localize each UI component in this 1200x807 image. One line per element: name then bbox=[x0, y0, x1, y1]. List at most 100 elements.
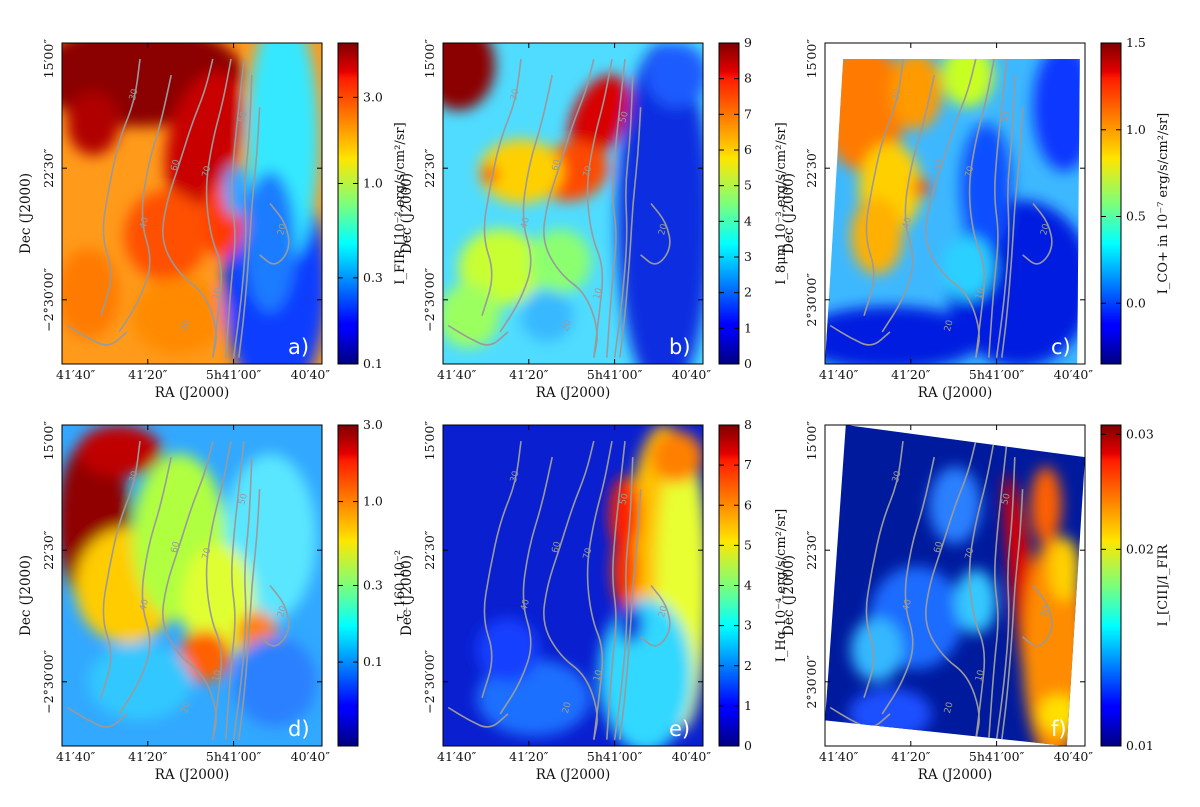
y-tick-label: 15′00″ bbox=[41, 421, 56, 461]
colorbar-tick-label: 0.5 bbox=[1126, 209, 1146, 224]
x-tick-label: 40′40″ bbox=[672, 367, 712, 382]
x-axis-label: RA (J2000) bbox=[155, 385, 230, 401]
x-tick-label: 40′40″ bbox=[1054, 367, 1094, 382]
x-tick-label: 41′40″ bbox=[819, 367, 859, 382]
colorbar-tick-label: 8 bbox=[744, 71, 752, 86]
colorbar-tick-label: 0.3 bbox=[363, 270, 383, 285]
contour-label-7: 10 bbox=[974, 287, 987, 301]
panel-a: 60 70 40 30 50 20 20 10 a) 41′40″ 41′20″ 5h41′00″ 40… bbox=[18, 39, 408, 401]
contour-lines: 60 70 40 30 50 20 20 10 bbox=[66, 58, 290, 358]
contour-label-1: 70 bbox=[201, 165, 214, 179]
colorbar-tick-label: 3 bbox=[744, 618, 752, 633]
heatmap-image: 60 70 40 30 50 20 20 10 bbox=[62, 43, 322, 364]
contour-line-1 bbox=[968, 440, 995, 740]
colorbar-tick-label: 1.0 bbox=[363, 494, 383, 509]
x-tick-label: 41′20″ bbox=[509, 749, 549, 764]
contour-label-1: 70 bbox=[964, 165, 977, 179]
y-tick-label: 22′30″ bbox=[804, 148, 819, 188]
colorbar-tick-label: 9 bbox=[744, 35, 752, 50]
colorbar-tick-label: 0.01 bbox=[1126, 738, 1154, 753]
y-tick-label: 15′00″ bbox=[41, 39, 56, 79]
x-axis-label: RA (J2000) bbox=[918, 767, 993, 783]
x-tick-label: 5h41′00″ bbox=[969, 749, 1025, 764]
contour-lines: 60 70 40 30 50 20 20 10 bbox=[447, 440, 671, 740]
y-tick-label: 15′00″ bbox=[422, 421, 437, 461]
contour-line-3 bbox=[613, 75, 634, 358]
contour-line-0 bbox=[162, 58, 217, 358]
colorbar-tick-label: 0 bbox=[744, 356, 752, 371]
contour-label-3: 30 bbox=[891, 470, 904, 484]
y-axis-label: Dec (J2000) bbox=[18, 555, 34, 636]
x-tick-label: 41′40″ bbox=[56, 367, 96, 382]
colorbar-label: I_FIR [10⁻² erg/s/cm²/sr] bbox=[393, 122, 408, 284]
contour-label-7: 10 bbox=[211, 287, 224, 301]
contour-label-4: 50 bbox=[618, 110, 631, 124]
contour-label-6: 20 bbox=[561, 701, 574, 715]
x-tick-label: 41′20″ bbox=[128, 367, 168, 382]
contour-label-7: 10 bbox=[592, 287, 605, 301]
contour-label-2: 40 bbox=[519, 598, 532, 612]
contour-line-7 bbox=[829, 324, 891, 346]
contour-label-5: 20 bbox=[276, 222, 289, 236]
panel-f: 60 70 40 30 50 20 20 10 f) 41′40″ 41′20″ 5h41′00″ 40… bbox=[781, 421, 1171, 783]
contour-line-2 bbox=[606, 441, 626, 740]
contour-label-0: 60 bbox=[933, 158, 946, 172]
contour-label-3: 30 bbox=[128, 88, 141, 102]
contour-lines: 60 70 40 30 50 20 20 10 bbox=[447, 58, 671, 358]
x-tick-label: 41′40″ bbox=[819, 749, 859, 764]
colorbar-tick-label: 1 bbox=[744, 698, 752, 713]
colorbar-tick-label: 1.0 bbox=[363, 175, 383, 190]
heatmap-image: 60 70 40 30 50 20 20 10 bbox=[62, 425, 322, 746]
y-tick-label: 2°30′00″ bbox=[804, 655, 819, 709]
contour-line-4 bbox=[238, 107, 261, 358]
contour-line-8 bbox=[1022, 584, 1053, 647]
contour-label-7: 10 bbox=[211, 669, 224, 683]
contour-line-2 bbox=[225, 58, 245, 358]
contour-label-1: 70 bbox=[582, 165, 595, 179]
colorbar-tick-label: 3 bbox=[744, 249, 752, 264]
contour-line-0 bbox=[925, 59, 980, 358]
colorbar-tick-label: 5 bbox=[744, 537, 752, 552]
contour-label-3: 30 bbox=[128, 470, 141, 484]
colorbar bbox=[1100, 424, 1122, 747]
x-tick-label: 41′20″ bbox=[891, 367, 931, 382]
contour-line-6 bbox=[499, 456, 553, 715]
contour-line-0 bbox=[162, 440, 217, 740]
contour-line-0 bbox=[925, 440, 980, 740]
colorbar-label: I_Hα 10⁻⁴ erg/s/cm²/sr] bbox=[774, 509, 789, 662]
y-axis-label: Dec (J2000) bbox=[399, 173, 415, 254]
contour-line-5 bbox=[100, 58, 141, 317]
y-tick-label: −2°30′00″ bbox=[41, 649, 56, 713]
x-tick-label: 5h41′00″ bbox=[206, 749, 262, 764]
colorbar-tick-label: 0.3 bbox=[363, 578, 383, 593]
y-tick-label: 22′30″ bbox=[422, 148, 437, 188]
x-axis-label: RA (J2000) bbox=[918, 385, 993, 401]
panel-d: 60 70 40 30 50 20 20 10 d) 41′40″ 41′20″ 5h41′00″ 40… bbox=[18, 417, 408, 783]
plot-frame bbox=[61, 424, 323, 747]
contour-line-1 bbox=[968, 59, 995, 358]
contour-line-8 bbox=[259, 584, 290, 647]
colorbar-tick-label: 0.03 bbox=[1126, 426, 1154, 441]
colorbar-tick-label: 7 bbox=[744, 457, 752, 472]
colorbar-tick-label: 2 bbox=[744, 285, 752, 300]
contour-label-7: 10 bbox=[592, 669, 605, 683]
colorbar-tick-label: 0.1 bbox=[363, 356, 383, 371]
x-tick-label: 40′40″ bbox=[291, 749, 331, 764]
plot-frame bbox=[824, 424, 1086, 747]
contour-line-3 bbox=[232, 457, 253, 740]
contour-label-4: 50 bbox=[237, 110, 250, 124]
contour-line-4 bbox=[238, 489, 261, 740]
colorbar-tick-label: 3.0 bbox=[363, 417, 383, 432]
contour-label-1: 70 bbox=[201, 547, 214, 561]
contour-label-6: 20 bbox=[180, 701, 193, 715]
contour-line-5 bbox=[481, 441, 522, 699]
contour-line-8 bbox=[640, 584, 671, 647]
contour-label-5: 20 bbox=[276, 604, 289, 618]
contour-line-7 bbox=[66, 324, 128, 346]
contour-line-6 bbox=[118, 74, 172, 333]
x-tick-label: 41′40″ bbox=[437, 749, 477, 764]
plot-frame bbox=[824, 42, 1086, 365]
contour-label-4: 50 bbox=[618, 492, 631, 506]
contour-label-1: 70 bbox=[964, 547, 977, 561]
